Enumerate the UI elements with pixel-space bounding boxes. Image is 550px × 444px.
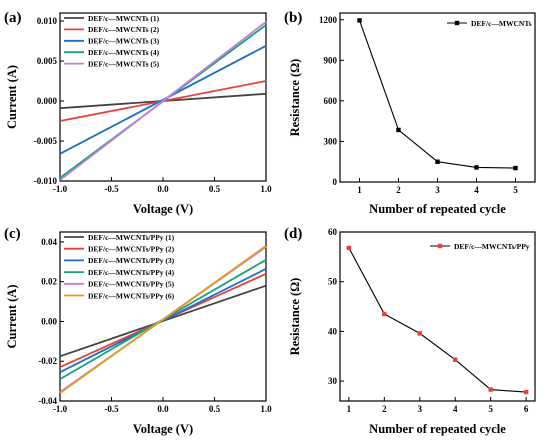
data-point <box>435 159 440 164</box>
y-axis-label: Resistance (Ω) <box>288 278 302 356</box>
legend-label: DEF/c—MWCNTs (2) <box>88 25 160 34</box>
x-axis-label: Voltage (V) <box>133 422 193 436</box>
x-axis-label: Voltage (V) <box>133 202 193 216</box>
data-point <box>513 165 518 171</box>
chart-iv-mwcnts: -1.0 -0.5 0.0 0.5 1.0 -0.010 -0.005 0.000 0.005 0… <box>5 12 272 216</box>
legend-label: DEF/c—MWCNTs/PPy (4) <box>88 268 175 277</box>
data-point <box>417 331 422 336</box>
x-tick-label: 1 <box>347 404 352 414</box>
legend-label: DEF/c—MWCNTs/PPy (6) <box>88 291 175 300</box>
y-tick-label: 0.005 <box>37 56 58 66</box>
plot-frame <box>339 12 536 183</box>
x-tick-label: 0.5 <box>209 404 221 414</box>
legend-label: DEF/c—MWCNTs/PPy (5) <box>88 280 175 289</box>
data-point <box>453 357 458 362</box>
chart-resistance-mwcnts-ppy: 1 2 3 4 5 6 30 40 50 60 Number of repeated cycle Re… <box>288 227 536 436</box>
data-point <box>396 127 401 133</box>
y-tick-label: 0 <box>333 177 338 187</box>
legend-label: DEF/c—MWCNTs (3) <box>88 37 160 46</box>
x-tick-label: 5 <box>488 404 493 414</box>
y-axis-label: Current (A) <box>5 285 19 349</box>
x-tick-label: 2 <box>382 404 387 414</box>
x-tick-label: 3 <box>435 185 440 195</box>
data-point <box>523 389 529 395</box>
data-point <box>346 245 352 251</box>
y-tick-label: -0.010 <box>34 176 58 186</box>
panel-label-d: (d) <box>284 226 302 242</box>
x-tick-label: 0.0 <box>157 404 169 414</box>
x-tick-label: 5 <box>513 185 518 195</box>
y-tick-label: 900 <box>324 55 338 65</box>
y-tick-label: 30 <box>328 376 338 386</box>
plot-frame <box>339 231 536 402</box>
y-tick-label: 0.00 <box>41 316 57 326</box>
x-axis-label: Number of repeated cycle <box>369 422 506 436</box>
x-tick-label: 6 <box>524 404 529 414</box>
y-axis-label: Resistance (Ω) <box>288 59 302 137</box>
y-axis-label: Current (A) <box>5 65 19 129</box>
x-tick-label: 2 <box>396 185 401 195</box>
x-tick-label: -1.0 <box>53 184 68 194</box>
y-tick-label: -0.02 <box>38 356 57 366</box>
legend-marker <box>437 243 443 249</box>
x-tick-label: -0.5 <box>104 404 119 414</box>
y-tick-label: 60 <box>328 227 338 237</box>
series-line <box>59 245 267 394</box>
y-tick-label: 0.000 <box>37 96 58 106</box>
legend-label: DEF/c—MWCNTs (1) <box>88 14 160 23</box>
x-tick-label: 4 <box>474 185 479 195</box>
x-tick-label: 1.0 <box>260 184 272 194</box>
series-line <box>348 247 527 393</box>
legend-label: DEF/c—MWCNTs (5) <box>88 59 160 68</box>
y-tick-label: 0.04 <box>41 237 57 247</box>
data-point <box>357 18 362 23</box>
data-point <box>488 387 493 392</box>
panel-label-a: (a) <box>4 10 22 26</box>
data-point <box>382 311 387 317</box>
x-tick-label: -1.0 <box>53 404 68 414</box>
legend-marker <box>454 20 460 26</box>
y-tick-label: 0.010 <box>37 16 58 26</box>
legend-label: DEF/c—MWCNTs <box>471 19 532 28</box>
x-tick-label: 1.0 <box>260 404 272 414</box>
x-tick-label: 0.0 <box>157 184 169 194</box>
series-line <box>59 21 267 181</box>
legend-label: DEF/c—MWCNTs/PPy <box>454 242 530 251</box>
x-tick-label: -0.5 <box>104 184 119 194</box>
legend-label: DEF/c—MWCNTs/PPy (3) <box>88 256 175 265</box>
data-point <box>474 165 479 170</box>
x-tick-label: 3 <box>418 404 423 414</box>
series-line <box>358 20 516 169</box>
y-tick-label: -0.005 <box>34 136 58 146</box>
y-tick-label: 0.02 <box>41 277 57 287</box>
y-tick-label: 300 <box>324 136 338 146</box>
y-tick-label: 40 <box>328 326 338 336</box>
legend-label: DEF/c—MWCNTs/PPy (2) <box>88 245 175 254</box>
legend-label: DEF/c—MWCNTs/PPy (1) <box>88 233 175 242</box>
x-tick-label: 0.5 <box>209 184 221 194</box>
chart-resistance-mwcnts: 1 2 3 4 5 0 300 600 900 1200 Number of repeated cy… <box>288 12 536 216</box>
x-tick-label: 4 <box>453 404 458 414</box>
y-tick-label: 1200 <box>319 15 338 25</box>
y-tick-label: -0.04 <box>38 396 57 406</box>
y-tick-label: 50 <box>328 277 338 287</box>
legend-label: DEF/c—MWCNTs (4) <box>88 48 160 57</box>
series-line <box>59 45 267 155</box>
x-tick-label: 1 <box>357 185 362 195</box>
y-tick-label: 600 <box>324 96 338 106</box>
panel-label-b: (b) <box>284 10 302 26</box>
chart-iv-mwcnts-ppy: -1.0 -0.5 0.0 0.5 1.0 -0.04 -0.02 0.00 0.02 0.04 V… <box>5 231 272 436</box>
x-axis-label: Number of repeated cycle <box>369 202 506 216</box>
panel-label-c: (c) <box>4 226 21 242</box>
